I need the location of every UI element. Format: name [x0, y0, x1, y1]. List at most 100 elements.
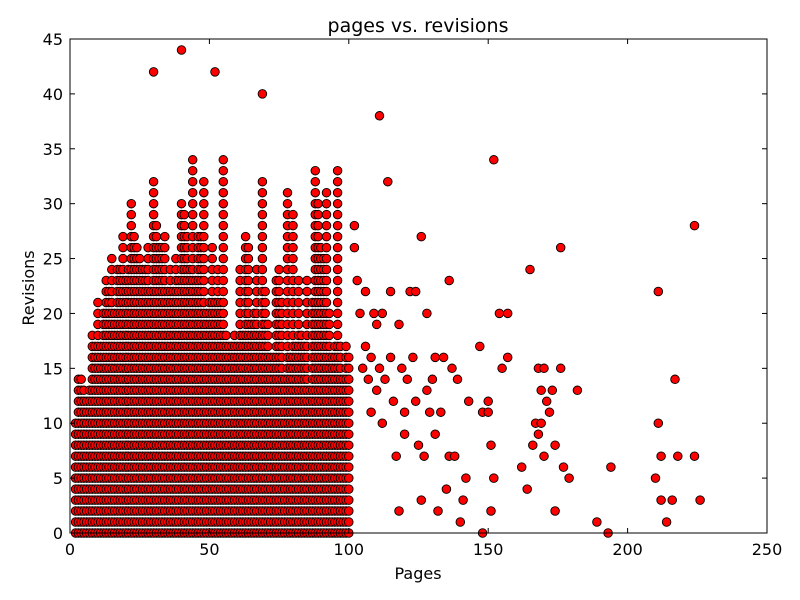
data-point	[391, 451, 401, 461]
data-point	[341, 341, 351, 352]
data-point	[416, 231, 427, 242]
data-point	[199, 176, 209, 187]
data-point	[257, 220, 268, 231]
data-point	[187, 187, 198, 198]
data-point	[661, 517, 672, 527]
data-point	[148, 187, 159, 198]
data-point	[282, 198, 293, 209]
data-point	[151, 231, 162, 242]
data-point	[310, 187, 321, 198]
data-point	[199, 275, 209, 286]
data-point	[260, 308, 270, 319]
data-point	[260, 286, 270, 297]
data-point	[344, 418, 354, 428]
data-point	[218, 264, 229, 275]
data-point	[324, 308, 335, 319]
y-tick-label: 15	[43, 359, 63, 378]
data-point	[321, 297, 332, 308]
data-point	[321, 286, 332, 297]
data-point	[129, 231, 139, 242]
data-point	[132, 242, 142, 253]
data-point	[522, 484, 532, 494]
data-point	[371, 319, 382, 330]
data-point	[408, 352, 418, 363]
data-point	[218, 275, 229, 286]
data-point	[525, 264, 535, 275]
data-point	[332, 264, 343, 275]
data-point	[380, 374, 390, 385]
data-point	[179, 220, 190, 231]
data-point	[321, 264, 332, 275]
data-point	[302, 275, 312, 286]
data-point	[218, 165, 229, 176]
data-point	[218, 187, 229, 198]
data-point	[344, 473, 354, 483]
data-point	[332, 253, 343, 264]
data-point	[592, 517, 602, 527]
data-point	[274, 264, 284, 275]
y-tick-label: 45	[43, 30, 63, 49]
data-point	[374, 363, 385, 374]
y-tick-label: 20	[43, 304, 63, 323]
data-point	[673, 451, 683, 461]
data-point	[218, 231, 229, 242]
data-point	[218, 297, 229, 308]
data-point	[310, 165, 321, 176]
data-point	[483, 407, 493, 417]
x-tick-label: 50	[199, 540, 219, 559]
data-point	[321, 209, 332, 220]
data-point	[176, 198, 187, 209]
data-point	[455, 517, 466, 527]
data-point	[344, 407, 354, 417]
data-point	[293, 319, 304, 330]
data-point	[313, 231, 323, 242]
data-point	[394, 506, 404, 516]
data-point	[218, 220, 229, 231]
data-point	[257, 264, 268, 275]
y-tick-label: 30	[43, 195, 63, 214]
data-point	[199, 264, 209, 275]
data-point	[207, 253, 217, 264]
data-point	[366, 407, 376, 417]
data-point	[667, 495, 677, 505]
data-point	[377, 418, 388, 428]
data-point	[148, 198, 159, 209]
data-point	[360, 341, 371, 352]
data-point	[288, 242, 298, 253]
data-point	[416, 495, 427, 505]
data-point	[257, 187, 268, 198]
data-point	[76, 374, 86, 385]
data-point	[572, 385, 583, 396]
data-point	[430, 352, 440, 363]
x-tick-label: 200	[612, 540, 643, 559]
data-point	[349, 242, 360, 253]
data-point	[689, 220, 700, 231]
data-point	[243, 242, 254, 253]
data-point	[422, 385, 432, 396]
data-point	[385, 286, 396, 297]
data-point	[288, 264, 298, 275]
data-point	[374, 111, 385, 121]
data-point	[332, 297, 343, 308]
data-point	[541, 396, 552, 407]
data-point	[293, 275, 304, 286]
data-point	[243, 275, 254, 286]
data-point	[218, 253, 229, 264]
data-point	[555, 363, 566, 374]
data-point	[257, 198, 268, 209]
data-point	[107, 253, 117, 264]
data-point	[274, 286, 284, 297]
data-point	[383, 176, 393, 187]
data-point	[360, 286, 371, 297]
data-point	[650, 473, 661, 483]
data-point	[218, 198, 229, 209]
data-point	[257, 176, 268, 187]
data-point	[263, 330, 273, 341]
data-point	[397, 363, 407, 374]
data-point	[199, 220, 209, 231]
data-point	[332, 198, 343, 209]
data-point	[199, 286, 209, 297]
data-point	[218, 319, 229, 330]
data-point	[558, 462, 569, 472]
